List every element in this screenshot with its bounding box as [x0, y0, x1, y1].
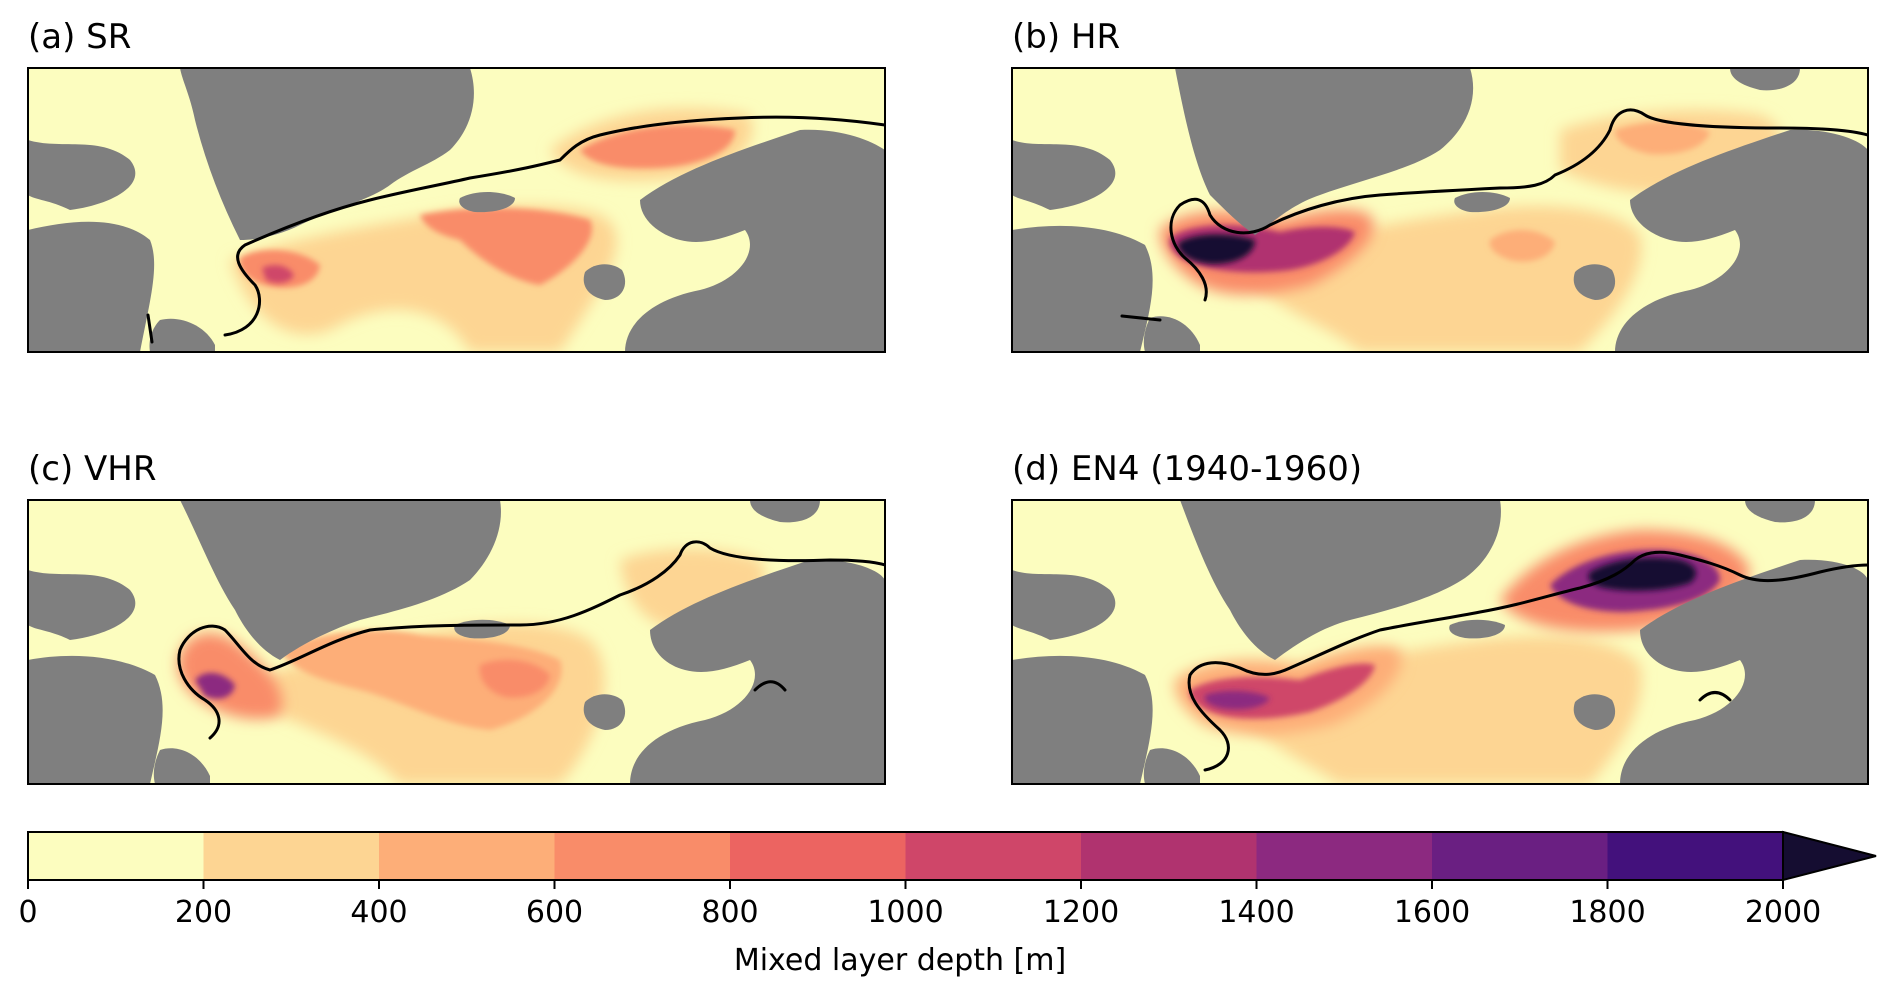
- colorbar-segment: [1607, 832, 1784, 880]
- map-panel-c: [28, 500, 885, 784]
- land-greenland: [1175, 68, 1474, 235]
- panel-title-b: (b) HR: [1012, 17, 1120, 57]
- colorbar-segment: [1081, 832, 1257, 880]
- land-uk: [583, 694, 626, 730]
- colorbar-segment: [730, 832, 906, 880]
- ice-edge-line-newfoundland: [1120, 314, 1162, 322]
- colorbar-segment: [203, 832, 380, 880]
- land-iceland: [459, 192, 515, 213]
- ice-edge-line-baltic: [753, 680, 787, 692]
- mld-shading-iceland-basin: [420, 208, 592, 285]
- land-greenland: [180, 500, 501, 660]
- map-frame-a: [27, 67, 886, 353]
- mld-shading-greenland-sea-core: [1588, 557, 1696, 591]
- land-labrador: [28, 655, 163, 784]
- land-greenland: [1180, 500, 1501, 660]
- map-frame-b: [1011, 67, 1869, 353]
- panel-title-a: (a) SR: [28, 17, 131, 57]
- land-scandinavia: [1615, 129, 1868, 352]
- land-canada-west: [1012, 570, 1116, 640]
- colorbar-segment: [379, 832, 555, 880]
- mld-shading-labrador-core: [1178, 234, 1255, 265]
- colorbar-tick-label: 1600: [1394, 895, 1470, 930]
- colorbar-label: Mixed layer depth [m]: [734, 943, 1066, 978]
- colorbar-tick-label: 1800: [1569, 895, 1645, 930]
- land-masses: [28, 500, 885, 784]
- land-iceland: [1454, 192, 1510, 213]
- panel-title-c: (c) VHR: [28, 449, 156, 489]
- land-masses: [1012, 500, 1868, 784]
- map-frame-c: [27, 499, 886, 785]
- ice-edge-line: [1187, 550, 1868, 772]
- map-frame-d: [1011, 499, 1869, 785]
- colorbar: 0 200 400 600 800 1000 1200 1400 1600 1800 2000: [18, 830, 1877, 930]
- ice-edge-line-newfoundland: [146, 313, 154, 344]
- mld-field: [1160, 110, 1781, 352]
- land-masses: [1012, 68, 1868, 352]
- ice-edge-line: [177, 540, 885, 740]
- colorbar-segment: [1432, 832, 1608, 880]
- colorbar-tick-label: 0: [18, 895, 37, 930]
- land-uk: [1573, 264, 1616, 300]
- mld-shading-labrador-core: [262, 265, 294, 284]
- mld-shading-labrador-outer: [177, 633, 283, 720]
- land-newfoundland: [149, 318, 215, 352]
- map-panel-b: [1012, 68, 1868, 352]
- colorbar-tick-label: 1000: [867, 895, 943, 930]
- colorbar-segment: [1256, 832, 1433, 880]
- land-uk: [583, 264, 626, 300]
- land-labrador: [1012, 655, 1153, 784]
- land-canada-west: [28, 140, 136, 210]
- land-newfoundland: [1143, 316, 1200, 352]
- ice-edge-line-baltic: [1698, 691, 1732, 702]
- colorbar-tick-label: 1400: [1218, 895, 1294, 930]
- colorbar-tick-label: 1200: [1043, 895, 1119, 930]
- land-greenland: [180, 68, 474, 240]
- colorbar-tick-label: 600: [526, 895, 583, 930]
- colorbar-tick-label: 2000: [1745, 895, 1821, 930]
- land-labrador: [28, 221, 155, 352]
- colorbar-segment: [905, 832, 1082, 880]
- colorbar-segment: [28, 832, 204, 880]
- land-svalbard: [1745, 500, 1815, 523]
- land-labrador: [1012, 225, 1153, 352]
- land-scandinavia: [630, 559, 885, 784]
- colorbar-segment: [554, 832, 731, 880]
- mld-shading-greenland-sea: [1615, 121, 1710, 155]
- land-uk: [1573, 694, 1616, 730]
- land-scandinavia: [625, 129, 885, 352]
- land-newfoundland: [153, 748, 210, 784]
- mld-shading-iceland-basin: [479, 659, 550, 698]
- land-svalbard: [750, 500, 820, 523]
- land-scandinavia: [1620, 559, 1868, 784]
- land-canada-west: [1012, 140, 1116, 210]
- mld-shading-greenland-sea-core: [580, 125, 735, 169]
- panel-title-d: (d) EN4 (1940-1960): [1012, 449, 1362, 489]
- land-canada-west: [28, 570, 136, 640]
- ice-edge-line: [223, 115, 885, 337]
- mld-shading-iceland-basin: [1489, 230, 1555, 262]
- mld-shading-labrador-core: [1204, 690, 1270, 710]
- ice-edge-line: [1169, 108, 1868, 302]
- mld-shading-irminger: [280, 630, 562, 730]
- mld-field: [177, 548, 766, 784]
- map-panel-d: [1012, 500, 1868, 784]
- land-newfoundland: [1143, 748, 1200, 784]
- colorbar-tick-label: 200: [175, 895, 232, 930]
- colorbar-tick-label: 800: [701, 895, 758, 930]
- land-svalbard: [1730, 68, 1800, 91]
- mld-field: [230, 108, 753, 352]
- map-panel-a: [28, 68, 885, 352]
- land-iceland: [1449, 619, 1505, 639]
- land-masses: [28, 68, 885, 352]
- mld-shading-labrador-core: [195, 672, 235, 699]
- colorbar-extend-arrow: [1782, 830, 1877, 882]
- colorbar-tick-label: 400: [350, 895, 407, 930]
